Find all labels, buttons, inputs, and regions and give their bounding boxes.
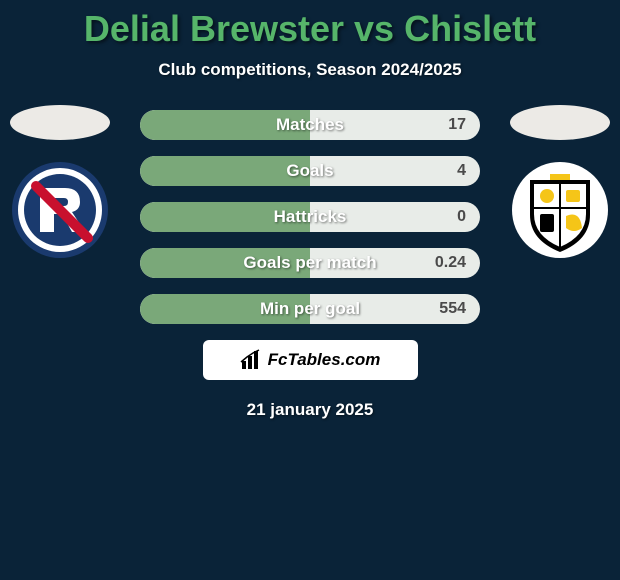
stat-row-goals: Goals 4 bbox=[140, 156, 480, 186]
bar-chart-icon bbox=[240, 349, 262, 371]
branding-badge: FcTables.com bbox=[203, 340, 418, 380]
stat-rows: Matches 17 Goals 4 Hattricks 0 Goals per… bbox=[140, 110, 480, 324]
stat-label: Goals bbox=[286, 161, 333, 181]
stat-value: 0.24 bbox=[435, 254, 466, 272]
club-crest-left bbox=[10, 160, 110, 260]
comparison-card: Delial Brewster vs Chislett Club competi… bbox=[0, 0, 620, 580]
stat-label: Hattricks bbox=[274, 207, 347, 227]
stats-area: Matches 17 Goals 4 Hattricks 0 Goals per… bbox=[0, 110, 620, 324]
stat-value: 554 bbox=[439, 300, 466, 318]
club-crest-right bbox=[510, 160, 610, 260]
subtitle: Club competitions, Season 2024/2025 bbox=[0, 60, 620, 80]
stat-row-goals-per-match: Goals per match 0.24 bbox=[140, 248, 480, 278]
stat-label: Min per goal bbox=[260, 299, 360, 319]
stat-row-matches: Matches 17 bbox=[140, 110, 480, 140]
stat-value: 17 bbox=[448, 116, 466, 134]
crest-left-icon bbox=[10, 160, 110, 260]
stat-row-min-per-goal: Min per goal 554 bbox=[140, 294, 480, 324]
brand-text: FcTables.com bbox=[268, 350, 381, 370]
stat-fill bbox=[140, 156, 310, 186]
stat-value: 4 bbox=[457, 162, 466, 180]
page-title: Delial Brewster vs Chislett bbox=[0, 0, 620, 50]
stat-row-hattricks: Hattricks 0 bbox=[140, 202, 480, 232]
player-head-right bbox=[510, 105, 610, 140]
date-label: 21 january 2025 bbox=[0, 400, 620, 420]
stat-label: Goals per match bbox=[243, 253, 376, 273]
stat-label: Matches bbox=[276, 115, 344, 135]
crest-right-icon bbox=[510, 160, 610, 260]
stat-value: 0 bbox=[457, 208, 466, 226]
player-head-left bbox=[10, 105, 110, 140]
